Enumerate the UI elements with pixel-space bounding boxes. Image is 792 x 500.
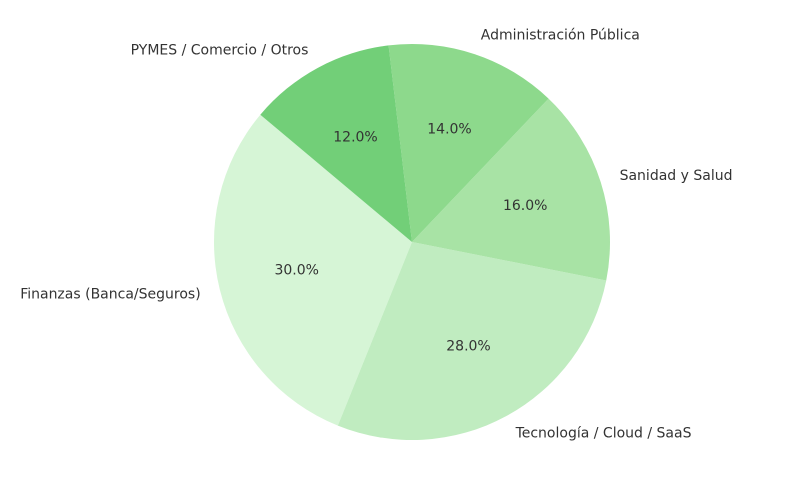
slice-label: Finanzas (Banca/Seguros)	[20, 287, 200, 303]
pie-slice	[337, 242, 607, 440]
pie-slice	[214, 114, 412, 426]
slice-percent-label: 16.0%	[503, 198, 547, 214]
slice-label: Tecnología / Cloud / SaaS	[515, 426, 692, 442]
slice-percent-label: 12.0%	[333, 129, 377, 145]
slice-label: Sanidad y Salud	[620, 168, 733, 184]
slice-label: PYMES / Comercio / Otros	[131, 42, 309, 58]
pie-slice	[388, 43, 549, 242]
slice-percent-label: 14.0%	[427, 121, 471, 137]
slice-label: Administración Pública	[481, 27, 640, 43]
slice-percent-label: 30.0%	[274, 263, 318, 279]
pie-slice	[260, 45, 412, 243]
slice-percent-label: 28.0%	[446, 339, 490, 355]
pie-slice	[412, 98, 610, 281]
